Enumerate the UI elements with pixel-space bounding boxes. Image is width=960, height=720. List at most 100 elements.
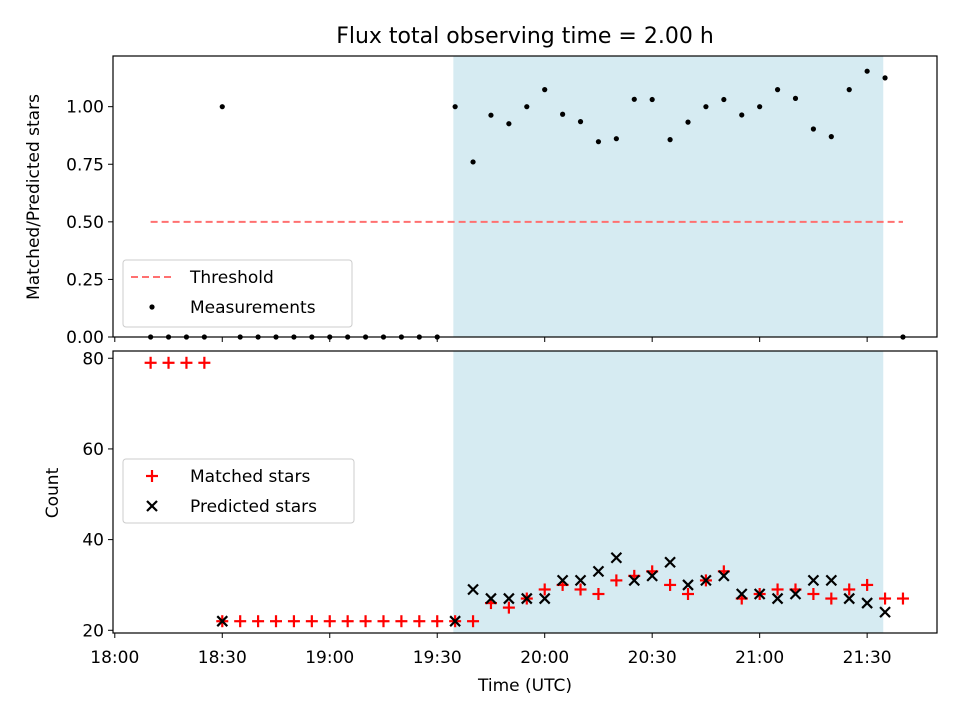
chart-title: Flux total observing time = 2.00 h: [336, 24, 714, 49]
x-axis-label: Time (UTC): [477, 676, 572, 696]
measurement-point: [219, 104, 225, 110]
matched-star-point: [395, 615, 408, 628]
count-y-axis-label: Count: [43, 467, 63, 518]
x-tick-label: 18:00: [90, 648, 139, 668]
measurement-point: [792, 95, 799, 101]
count-legend: Matched stars Predicted stars: [122, 458, 355, 524]
matched-star-point: [162, 356, 175, 369]
x-tick-label: 21:30: [843, 648, 892, 668]
measurement-point: [739, 112, 745, 118]
measurement-point: [667, 137, 673, 143]
predicted-legend-swatch: [146, 500, 158, 512]
matched-star-point: [843, 583, 856, 596]
matched-star-point: [431, 615, 444, 628]
x-tick-label: 20:30: [628, 648, 677, 668]
y-tick-label: 40: [82, 531, 104, 551]
x-tick-label: 18:30: [198, 648, 247, 668]
predicted-star-point: [861, 597, 873, 609]
y-tick-label: 1.00: [66, 98, 104, 118]
measurements-legend-label: Measurements: [190, 298, 316, 318]
measurement-point: [631, 96, 637, 102]
predicted-star-point: [753, 588, 766, 600]
matched-star-point: [682, 588, 695, 601]
predicted-star-point: [521, 592, 533, 605]
matched-star-point: [234, 615, 247, 628]
y-tick-label: 20: [82, 621, 104, 641]
y-tick-label: 0.50: [66, 213, 104, 233]
predicted-star-point: [216, 615, 229, 627]
matched-star-point: [538, 583, 551, 596]
measurement-point: [524, 104, 530, 110]
measurement-point: [577, 119, 584, 125]
matched-star-point: [270, 615, 283, 628]
ratio-legend-box: [122, 259, 353, 328]
matched-star-point: [861, 578, 874, 591]
count-panel-frame: [112, 350, 938, 634]
matched-star-point: [807, 588, 820, 601]
measurement-point: [846, 87, 852, 93]
predicted-star-point: [771, 592, 784, 605]
matched-star-point: [592, 588, 605, 601]
y-tick-label: 60: [82, 440, 104, 460]
predicted-star-point: [485, 592, 497, 605]
predicted-star-point: [610, 551, 623, 564]
matched-star-point: [413, 615, 426, 628]
matched-legend-swatch: [146, 470, 158, 482]
predicted-star-point: [879, 606, 891, 618]
x-tick-label: 20:00: [520, 648, 569, 668]
measurement-point: [810, 126, 817, 132]
predicted-star-point: [807, 574, 820, 587]
y-tick-label: 80: [82, 349, 104, 369]
matched-star-point: [610, 574, 623, 587]
predicted-star-point: [449, 615, 461, 627]
y-tick-label: 0.00: [66, 328, 104, 348]
predicted-star-point: [718, 570, 730, 582]
matched-star-point: [144, 356, 157, 369]
predicted-star-point: [735, 588, 748, 600]
measurement-point: [721, 96, 727, 103]
matched-star-point: [252, 615, 265, 628]
ratio-legend: Threshold Measurements: [122, 259, 353, 328]
measurement-point: [470, 159, 476, 165]
matched-legend-label: Matched stars: [190, 467, 310, 487]
matched-star-point: [896, 592, 909, 605]
matched-star-point: [377, 615, 390, 628]
predicted-star-point: [592, 565, 605, 578]
observing-window-span: [453, 56, 884, 337]
predicted-star-point: [825, 574, 838, 587]
x-tick-label: 19:30: [413, 648, 462, 668]
predicted-star-point: [646, 570, 658, 582]
x-tick-label: 19:00: [305, 648, 354, 668]
ratio-y-axis-label: Matched/Predicted stars: [24, 94, 44, 300]
matched-star-point: [879, 592, 892, 605]
measurement-point: [774, 87, 781, 93]
measurement-point: [560, 111, 566, 117]
predicted-star-point: [789, 588, 802, 600]
predicted-legend-label: Predicted stars: [190, 497, 317, 517]
predicted-star-point: [664, 556, 676, 569]
matched-star-point: [323, 615, 336, 628]
matched-star-point: [664, 578, 677, 591]
x-tick-label: 21:00: [735, 648, 784, 668]
predicted-star-point: [628, 574, 641, 587]
measurement-point: [882, 75, 888, 81]
predicted-star-point: [538, 592, 551, 605]
matched-star-point: [825, 592, 838, 605]
measurement-point: [595, 139, 602, 145]
measurement-point: [685, 119, 691, 125]
predicted-star-point: [843, 592, 856, 605]
measurement-point: [757, 104, 763, 110]
measurement-point: [864, 68, 870, 74]
count-legend-box: [122, 458, 355, 524]
matched-star-point: [287, 615, 300, 628]
matched-star-point: [305, 615, 318, 628]
predicted-star-point: [503, 592, 515, 605]
predicted-star-point: [574, 574, 587, 587]
measurement-point: [613, 136, 619, 142]
matched-star-point: [359, 615, 372, 628]
measurements-legend-swatch: [149, 304, 155, 310]
measurement-point: [542, 87, 548, 93]
measurement-point: [506, 121, 512, 127]
matched-star-point: [341, 615, 354, 628]
